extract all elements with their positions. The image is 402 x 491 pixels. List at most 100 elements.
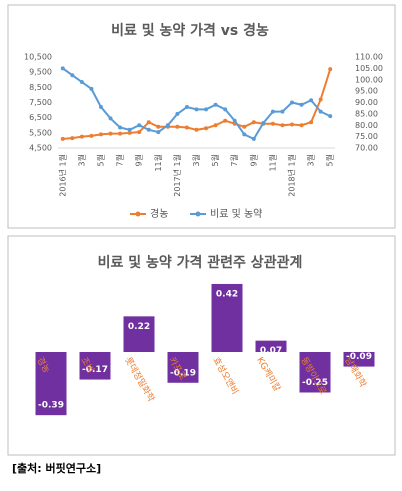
legend-label: 비료 및 농약 bbox=[210, 208, 262, 220]
x-tick-label: 9월 bbox=[134, 154, 144, 166]
point bbox=[175, 111, 180, 116]
point bbox=[223, 118, 228, 123]
source: [출처: 버핏연구소] bbox=[12, 461, 101, 475]
y2-tick-label: 110.00 bbox=[355, 53, 383, 62]
point bbox=[232, 118, 237, 123]
point bbox=[290, 122, 295, 127]
y-tick-label: 4,500 bbox=[29, 144, 52, 153]
point bbox=[89, 133, 94, 138]
y2-tick-label: 95.00 bbox=[355, 87, 378, 96]
chart-title: 비료 및 농약 가격 vs 경농 bbox=[111, 22, 269, 39]
bar bbox=[35, 352, 67, 416]
point bbox=[204, 107, 209, 112]
legend-marker bbox=[135, 211, 141, 217]
point bbox=[127, 127, 132, 132]
point bbox=[280, 109, 285, 114]
point bbox=[194, 127, 199, 132]
y-tick-label: 10,500 bbox=[24, 53, 52, 62]
point bbox=[184, 125, 189, 130]
bar bbox=[299, 352, 331, 393]
point bbox=[165, 123, 170, 128]
data-label: -0.17 bbox=[82, 365, 108, 375]
data-label: 0.22 bbox=[128, 322, 150, 332]
point bbox=[194, 107, 199, 112]
x-tick-label: 2018년 1월 bbox=[287, 154, 297, 197]
point bbox=[261, 120, 266, 125]
y2-tick-label: 85.00 bbox=[355, 109, 378, 118]
point bbox=[108, 116, 113, 121]
point bbox=[213, 102, 218, 107]
point bbox=[204, 126, 209, 131]
point bbox=[137, 123, 142, 128]
point bbox=[156, 130, 161, 135]
point bbox=[118, 131, 123, 136]
x-tick-label: 5월 bbox=[325, 154, 335, 166]
point bbox=[118, 125, 123, 130]
point bbox=[175, 124, 180, 129]
x-tick-label: 5월 bbox=[95, 154, 105, 166]
point bbox=[127, 130, 132, 135]
point bbox=[137, 130, 142, 135]
point bbox=[318, 109, 323, 114]
x-tick-label: 3월 bbox=[191, 154, 201, 166]
y2-tick-label: 75.00 bbox=[355, 132, 378, 141]
point bbox=[156, 124, 161, 129]
bar-chart-frame bbox=[7, 235, 396, 456]
point bbox=[299, 123, 304, 128]
y-tick-label: 9,500 bbox=[29, 68, 52, 77]
point bbox=[242, 124, 247, 129]
legend-label: 경농 bbox=[150, 207, 168, 220]
y2-tick-label: 105.00 bbox=[355, 64, 383, 73]
x-tick-label: 5월 bbox=[210, 154, 220, 166]
point bbox=[309, 98, 314, 103]
point bbox=[328, 114, 333, 119]
point bbox=[328, 67, 333, 72]
point bbox=[270, 121, 275, 126]
data-label: 0.42 bbox=[216, 289, 238, 299]
x-tick-label: 2016년 1월 bbox=[57, 154, 67, 197]
point bbox=[79, 80, 84, 85]
data-label: -0.09 bbox=[346, 352, 372, 362]
point bbox=[184, 105, 189, 110]
point bbox=[309, 120, 314, 125]
y2-tick-label: 90.00 bbox=[355, 98, 378, 107]
point bbox=[251, 136, 256, 141]
data-label: -0.25 bbox=[302, 378, 328, 388]
point bbox=[146, 120, 151, 125]
x-tick-label: 11월 bbox=[153, 154, 163, 172]
bar bbox=[255, 340, 287, 352]
data-label: -0.19 bbox=[170, 368, 196, 378]
x-tick-label: 9월 bbox=[248, 154, 258, 166]
x-tick-label: 7월 bbox=[229, 154, 239, 166]
point bbox=[89, 86, 94, 91]
point bbox=[60, 136, 65, 141]
point bbox=[70, 73, 75, 78]
data-label: -0.39 bbox=[38, 401, 64, 411]
y2-tick-label: 100.00 bbox=[355, 75, 383, 84]
point bbox=[60, 66, 65, 71]
point bbox=[70, 136, 75, 141]
x-tick-label: 3월 bbox=[306, 154, 316, 166]
point bbox=[290, 100, 295, 105]
point bbox=[98, 132, 103, 137]
data-label: 0.07 bbox=[260, 346, 282, 356]
y-tick-label: 7,500 bbox=[29, 98, 52, 107]
bar bbox=[123, 316, 155, 352]
y2-tick-label: 70.00 bbox=[355, 144, 378, 153]
chart-title: 비료 및 농약 가격 관련주 상관관계 bbox=[98, 254, 303, 271]
y-tick-label: 8,500 bbox=[29, 83, 52, 92]
point bbox=[299, 102, 304, 107]
point bbox=[242, 132, 247, 137]
point bbox=[213, 123, 218, 128]
bar bbox=[167, 352, 199, 383]
point bbox=[98, 105, 103, 110]
point bbox=[270, 109, 275, 114]
bar bbox=[343, 352, 375, 367]
point bbox=[251, 120, 256, 125]
point bbox=[79, 134, 84, 139]
point bbox=[223, 107, 228, 112]
x-tick-label: 11월 bbox=[267, 154, 277, 172]
y-tick-label: 5,500 bbox=[29, 128, 52, 137]
y-tick-label: 6,500 bbox=[29, 113, 52, 122]
